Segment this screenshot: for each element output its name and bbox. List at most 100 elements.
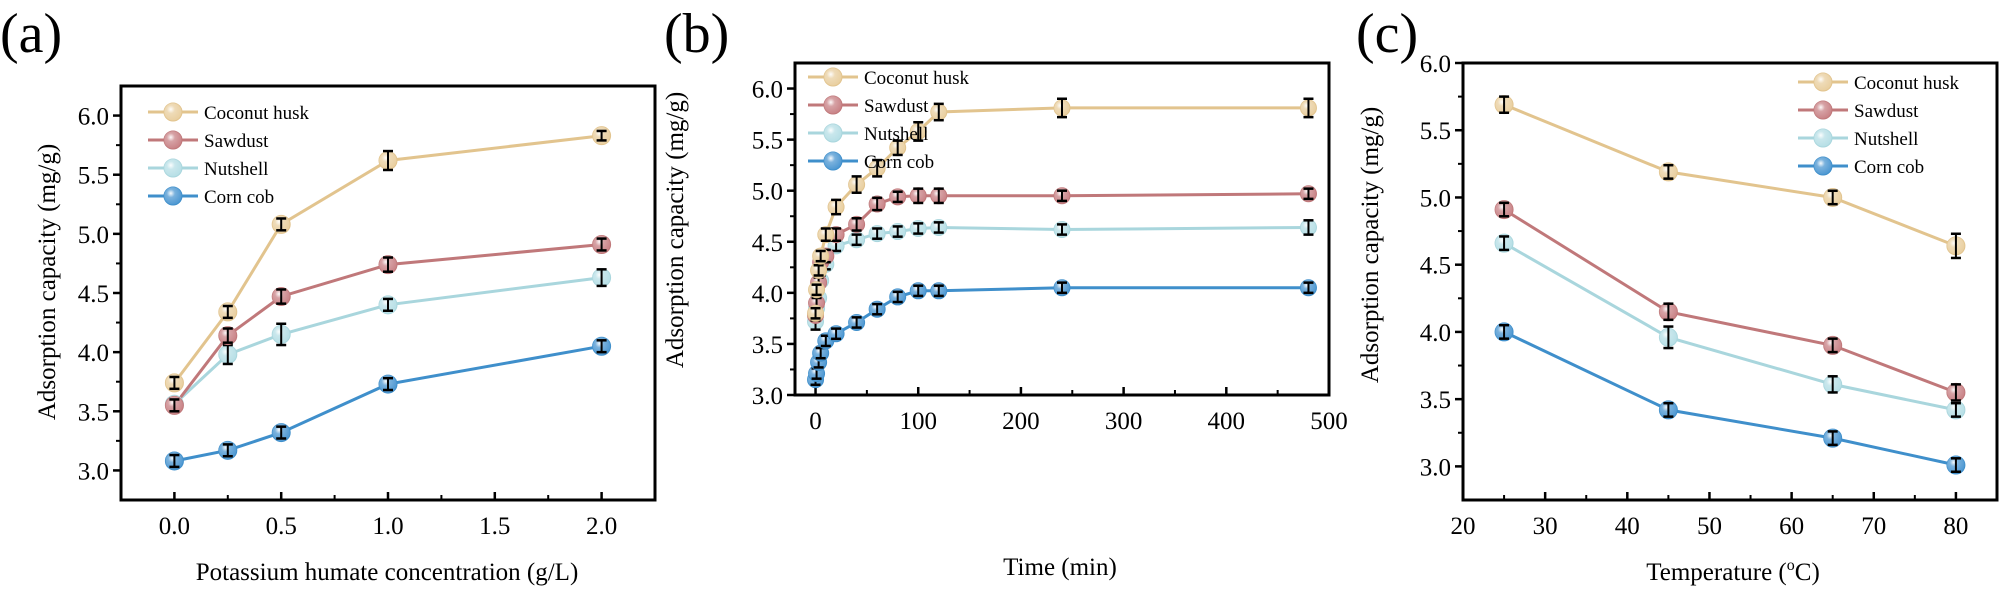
y-tick-label: 6.0 — [752, 77, 783, 104]
panel-c-xlabel: Temperature (oC) — [1646, 557, 1820, 586]
legend-item-corn-cob: Corn cob — [808, 151, 934, 173]
y-tick-label: 3.0 — [78, 458, 109, 485]
legend-label: Coconut husk — [204, 103, 310, 124]
panel-c-xlabel-tail: C) — [1795, 559, 1820, 586]
y-tick-label: 5.0 — [1420, 185, 1451, 212]
legend-label: Coconut husk — [864, 68, 970, 89]
series-line-corn-cob — [1503, 330, 1957, 467]
plot-frame — [1461, 61, 1999, 502]
legend-item-sawdust: Sawdust — [148, 130, 269, 152]
legend-item-nutshell: Nutshell — [148, 158, 268, 180]
x-tick-label: 1.0 — [372, 513, 403, 540]
panel-a-ylabel: Adsorption capacity (mg/g) — [34, 144, 61, 420]
panel-a-plot: 3.0 3.5 4.0 4.5 5.0 5.5 6.0 0.0 0.5 1.0 1.5 2.0 Coco… — [78, 84, 657, 540]
y-tick-label: 3.0 — [1420, 454, 1451, 481]
legend-item-coconut-husk: Coconut husk — [808, 67, 970, 89]
y-tick-label: 4.5 — [78, 281, 109, 308]
x-tick-label: 100 — [899, 408, 937, 435]
x-tick-label: 80 — [1943, 513, 1968, 540]
y-tick-label: 5.0 — [78, 222, 109, 249]
y-tick-label: 4.5 — [752, 230, 783, 257]
y-tick-label: 6.0 — [1420, 51, 1451, 78]
y-tick-label: 5.0 — [752, 179, 783, 206]
legend-marker-highlight — [824, 96, 842, 114]
legend-label: Corn cob — [864, 152, 934, 173]
panel-c-label: (c) — [1356, 3, 1418, 65]
panel-c-xlabel-main: Temperature ( — [1646, 559, 1787, 586]
legend-marker-highlight — [1814, 129, 1832, 147]
x-tick-label: 2.0 — [586, 513, 617, 540]
legend-marker-highlight — [824, 124, 842, 142]
x-tick-label: 500 — [1310, 408, 1348, 435]
panel-a-label: (a) — [0, 3, 62, 65]
y-tick-label: 3.5 — [78, 399, 109, 426]
legend-label: Nutshell — [204, 159, 268, 180]
panel-c-xlabel-degree: o — [1787, 557, 1795, 574]
plot-frame — [119, 84, 657, 502]
x-tick-label: 1.5 — [479, 513, 510, 540]
legend-label: Coconut husk — [1854, 73, 1960, 94]
legend-label: Corn cob — [204, 187, 274, 208]
y-tick-label: 6.0 — [78, 104, 109, 131]
y-tick-label: 3.5 — [1420, 387, 1451, 414]
x-tick-label: 40 — [1615, 513, 1640, 540]
y-tick-label: 5.5 — [752, 128, 783, 155]
x-tick-label: 300 — [1105, 408, 1143, 435]
legend-item-nutshell: Nutshell — [1798, 128, 1918, 150]
legend-item-corn-cob: Corn cob — [148, 186, 274, 208]
legend-marker-highlight — [164, 159, 182, 177]
legend-label: Sawdust — [1854, 101, 1919, 122]
panel-c-plot: 3.0 3.5 4.0 4.5 5.0 5.5 6.0 20 30 40 50 60 70 80 Cocon… — [1420, 51, 1999, 540]
x-tick-label: 200 — [1002, 408, 1040, 435]
x-tick-label: 20 — [1451, 513, 1476, 540]
y-tick-label: 4.0 — [1420, 320, 1451, 347]
panel-b: (b) 3.0 3.5 4.0 4.5 5.0 5.5 6.0 0 100 200 300 400 50… — [662, 3, 1348, 581]
panel-b-plot: 3.0 3.5 4.0 4.5 5.0 5.5 6.0 0 100 200 300 400 500 Coc… — [752, 61, 1348, 435]
y-tick-label: 4.0 — [752, 281, 783, 308]
x-tick-label: 0.0 — [159, 513, 190, 540]
x-tick-label: 60 — [1779, 513, 1804, 540]
legend-marker-highlight — [1814, 157, 1832, 175]
legend-label: Nutshell — [864, 124, 928, 145]
series-line-corn-cob — [174, 344, 602, 463]
panel-c-ylabel: Adsorption capacity (mg/g) — [1357, 107, 1384, 383]
legend-label: Sawdust — [204, 131, 269, 152]
y-tick-label: 4.5 — [1420, 253, 1451, 280]
legend-item-coconut-husk: Coconut husk — [148, 102, 310, 124]
legend-label: Sawdust — [864, 96, 929, 117]
series-line-nutshell — [1503, 241, 1957, 412]
legend-marker-highlight — [164, 103, 182, 121]
y-tick-label: 5.5 — [78, 163, 109, 190]
series-line-sawdust — [1503, 208, 1957, 394]
x-tick-label: 0.5 — [266, 513, 297, 540]
panel-b-xlabel: Time (min) — [1003, 554, 1117, 581]
x-tick-label: 70 — [1861, 513, 1886, 540]
legend-marker-highlight — [1814, 73, 1832, 91]
y-tick-label: 3.5 — [752, 332, 783, 359]
y-tick-label: 5.5 — [1420, 118, 1451, 145]
panel-a: (a) 3.0 3.5 4.0 4.5 5.0 5.5 6.0 0.0 0.5 1.0 1.5 2.0… — [0, 3, 657, 586]
series-line-nutshell — [814, 225, 1309, 322]
series-line-corn-cob — [814, 286, 1309, 380]
legend-label: Corn cob — [1854, 157, 1924, 178]
legend-item-corn-cob: Corn cob — [1798, 156, 1924, 178]
series-line-coconut-husk — [1503, 103, 1957, 248]
panel-b-label: (b) — [664, 3, 729, 65]
x-tick-label: 50 — [1697, 513, 1722, 540]
x-tick-label: 30 — [1533, 513, 1558, 540]
legend-item-sawdust: Sawdust — [1798, 100, 1919, 122]
legend-label: Nutshell — [1854, 129, 1918, 150]
legend-marker-highlight — [164, 187, 182, 205]
legend-marker-highlight — [824, 152, 842, 170]
plot-frame — [793, 61, 1331, 397]
x-tick-label: 400 — [1208, 408, 1246, 435]
legend-marker-highlight — [824, 68, 842, 86]
x-tick-label: 0 — [809, 408, 822, 435]
legend-item-sawdust: Sawdust — [808, 95, 929, 117]
legend-marker-highlight — [1814, 101, 1832, 119]
panel-b-ylabel: Adsorption capacity (mg/g) — [662, 92, 689, 368]
panel-a-xlabel: Potassium humate concentration (g/L) — [196, 559, 579, 586]
y-tick-label: 4.0 — [78, 340, 109, 367]
legend-item-nutshell: Nutshell — [808, 123, 928, 145]
